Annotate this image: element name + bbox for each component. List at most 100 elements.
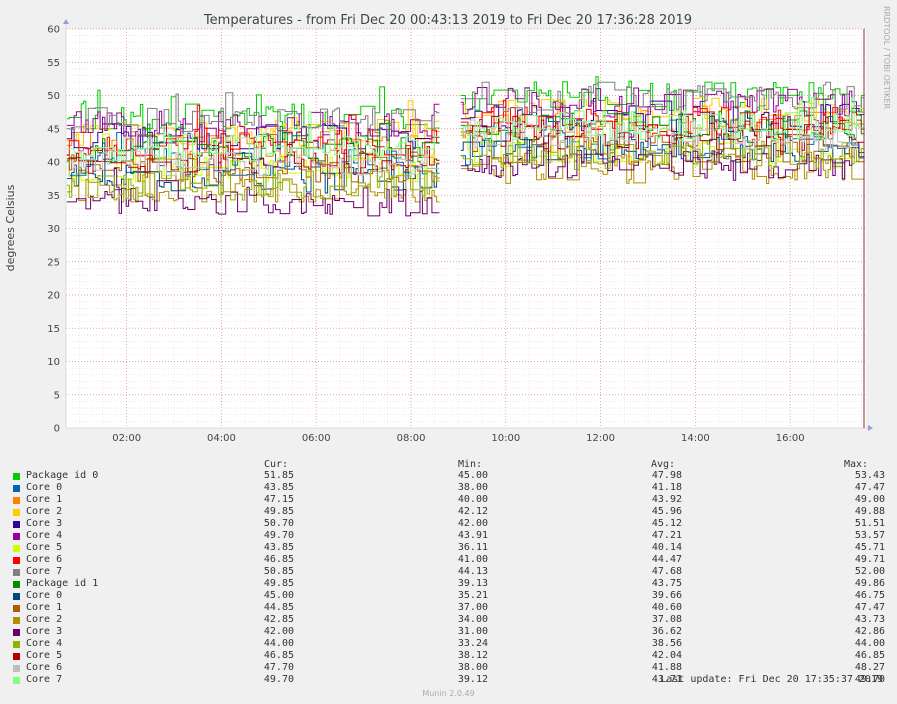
x-tick-label: 14:00 — [681, 433, 710, 444]
legend-series-name: Core 6 — [26, 662, 63, 673]
cur-header: Cur: — [264, 459, 289, 470]
legend-avg-value: 43.92 — [651, 494, 682, 505]
legend-min-value: 38.00 — [457, 482, 488, 493]
legend-max-value: 53.43 — [854, 470, 885, 481]
legend-row: Core 7 50.85 44.13 47.68 52.00 — [13, 566, 885, 578]
legend-swatch — [13, 665, 20, 672]
legend-row: Core 5 46.85 38.12 42.04 46.85 — [13, 650, 885, 662]
legend-max-value: 47.47 — [854, 482, 885, 493]
legend-cur-value: 51.85 — [263, 470, 294, 481]
legend-swatch — [13, 473, 20, 480]
y-tick-label: 40 — [47, 158, 60, 169]
avg-header: Avg: — [651, 459, 676, 470]
legend-swatch — [13, 545, 20, 552]
y-axis-label: degrees Celsius — [4, 184, 17, 271]
legend-cur-value: 49.70 — [263, 530, 294, 541]
grid — [66, 28, 866, 428]
legend-series-name: Core 0 — [26, 590, 63, 601]
legend-max-value: 49.71 — [854, 554, 885, 565]
legend-row: Core 5 43.85 36.11 40.14 45.71 — [13, 542, 885, 554]
rrdtool-credit: RRDTOOL / TOBI OETIKER — [882, 6, 891, 109]
legend-swatch — [13, 653, 20, 660]
legend-max-value: 43.73 — [854, 614, 885, 625]
legend-max-value: 46.85 — [854, 650, 885, 661]
legend-swatch — [13, 677, 20, 684]
series-line — [66, 111, 440, 168]
legend-avg-value: 41.88 — [651, 662, 682, 673]
legend-avg-value: 39.66 — [651, 590, 682, 601]
legend-swatch — [13, 593, 20, 600]
legend-min-value: 38.12 — [457, 650, 488, 661]
legend-cur-value: 43.85 — [263, 482, 294, 493]
legend-series-name: Core 2 — [26, 506, 63, 517]
legend-min-value: 34.00 — [457, 614, 488, 625]
series-line — [460, 96, 865, 127]
axes: 0 5 10 15 20 25 30 35 40 45 50 55 60 02:00 04:00 06:00 0… — [47, 19, 873, 444]
legend-max-value: 49.00 — [854, 494, 885, 505]
legend-avg-value: 47.21 — [651, 530, 682, 541]
series-line — [66, 168, 440, 217]
legend-cur-value: 46.85 — [263, 554, 294, 565]
legend-min-value: 38.00 — [457, 662, 488, 673]
series-line — [66, 100, 440, 148]
legend-series-name: Package id 1 — [26, 578, 99, 589]
legend-row: Core 4 44.00 33.24 38.56 44.00 — [13, 638, 885, 650]
legend-row: Core 0 43.85 38.00 41.18 47.47 — [13, 482, 885, 494]
last-update: Last update: Fri Dec 20 17:35:37 2019 — [660, 674, 883, 685]
series-line — [66, 155, 440, 201]
legend-min-value: 37.00 — [457, 602, 488, 613]
legend-row: Core 6 47.70 38.00 41.88 48.27 — [13, 662, 885, 674]
legend-max-value: 48.27 — [854, 662, 885, 673]
legend-min-value: 45.00 — [457, 470, 488, 481]
legend-row: Core 1 44.85 37.00 40.60 47.47 — [13, 602, 885, 614]
x-tick-label: 04:00 — [207, 433, 236, 444]
legend-cur-value: 49.85 — [263, 578, 294, 589]
legend-cur-value: 47.15 — [263, 494, 294, 505]
legend-series-name: Core 5 — [26, 650, 63, 661]
y-tick-label: 45 — [47, 124, 60, 135]
series-line — [460, 81, 865, 124]
legend-swatch — [13, 569, 20, 576]
legend-avg-value: 40.60 — [651, 602, 682, 613]
legend-min-value: 33.24 — [457, 638, 488, 649]
legend-max-value: 51.51 — [854, 518, 885, 529]
legend-min-value: 42.12 — [457, 506, 488, 517]
x-tick-label: 08:00 — [397, 433, 426, 444]
max-header: Max: — [844, 459, 869, 470]
y-tick-label: 0 — [54, 424, 60, 435]
y-tick-label: 30 — [47, 224, 60, 235]
series-line — [66, 122, 440, 166]
y-tick-label: 25 — [47, 257, 60, 268]
legend-series-name: Core 3 — [26, 518, 63, 529]
legend-row: Core 3 42.00 31.00 36.62 42.86 — [13, 626, 885, 638]
x-tick-label: 12:00 — [586, 433, 615, 444]
legend-series-name: Core 0 — [26, 482, 63, 493]
x-tick-label: 02:00 — [112, 433, 141, 444]
legend-cur-value: 45.00 — [263, 590, 294, 601]
y-tick-label: 60 — [47, 25, 60, 36]
legend-max-value: 49.70 — [854, 674, 885, 685]
legend-min-value: 42.00 — [457, 518, 488, 529]
legend-min-value: 44.13 — [457, 566, 488, 577]
legend-min-value: 40.00 — [457, 494, 488, 505]
x-tick-label: 16:00 — [776, 433, 805, 444]
legend-swatch — [13, 497, 20, 504]
legend-min-value: 39.13 — [457, 578, 488, 589]
legend-series-name: Core 7 — [26, 566, 63, 577]
legend-row: Core 2 42.85 34.00 37.08 43.73 — [13, 614, 885, 626]
legend-min-value: 39.12 — [457, 674, 488, 685]
series-line — [66, 103, 440, 137]
legend-series-name: Core 1 — [26, 494, 63, 505]
legend-avg-value: 47.98 — [651, 470, 682, 481]
legend-avg-value: 43.75 — [651, 578, 682, 589]
legend-cur-value: 42.00 — [263, 626, 294, 637]
legend-avg-value: 43.71 — [651, 674, 682, 685]
y-axis-arrow — [63, 19, 69, 24]
legend-row: Core 2 49.85 42.12 45.96 49.88 — [13, 506, 885, 518]
legend-cur-value: 44.85 — [263, 602, 294, 613]
legend-swatch — [13, 641, 20, 648]
legend-row: Core 3 50.70 42.00 45.12 51.51 — [13, 518, 885, 530]
y-tick-label: 20 — [47, 291, 60, 302]
min-header: Min: — [458, 459, 483, 470]
y-tick-label: 50 — [47, 91, 60, 102]
